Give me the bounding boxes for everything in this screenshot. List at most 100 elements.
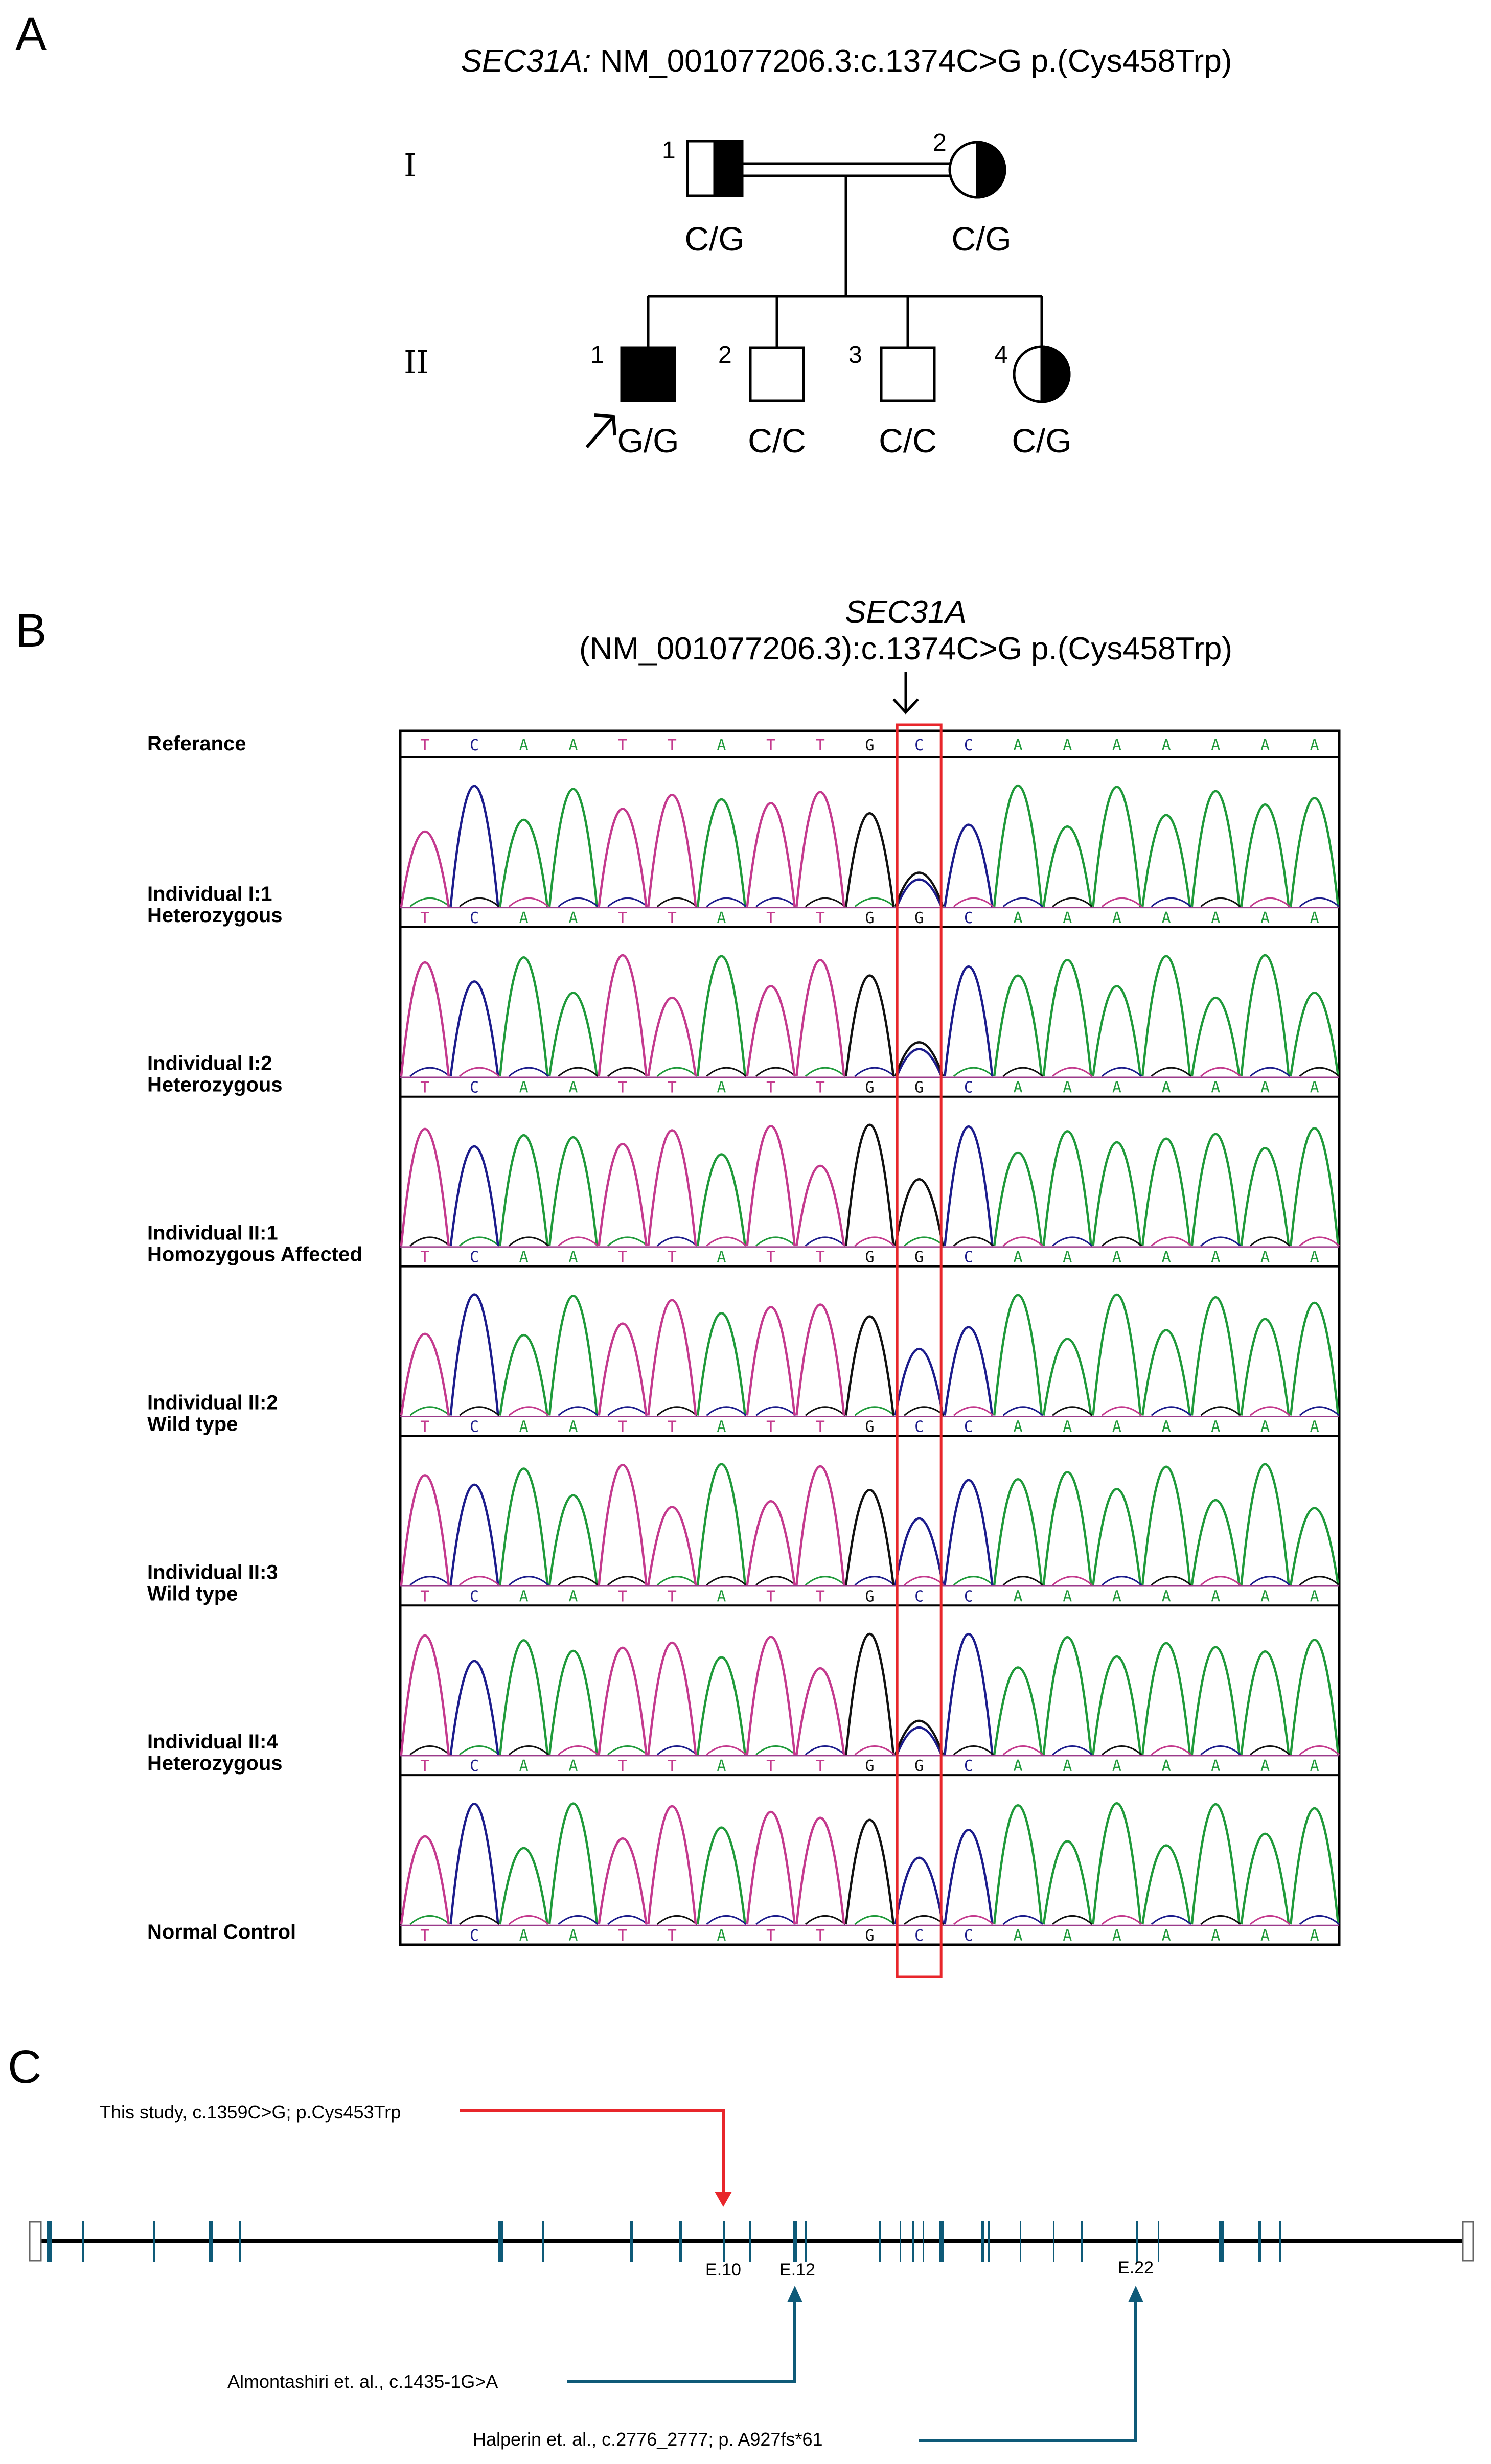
noise-row-2-G xyxy=(409,1236,1291,1247)
row-4-base-1: C xyxy=(470,1587,479,1605)
trace-row-6-G xyxy=(844,1818,895,1925)
utr-3prime xyxy=(1462,2221,1474,2262)
row-3-base-8: T xyxy=(816,1418,825,1436)
halperin-arrowhead xyxy=(1128,2286,1143,2302)
almontashiri-label: Almontashiri et. al., c.1435-1G>A xyxy=(227,2371,498,2392)
row-6-base-4: T xyxy=(618,1927,627,1945)
row-2-label-line2: Homozygous Affected xyxy=(147,1243,362,1266)
panel-b-variant: (NM_001077206.3):c.1374C>G p.(Cys458Trp) xyxy=(579,631,1232,666)
row-4-base-17: A xyxy=(1260,1587,1270,1605)
row-0-base-6: A xyxy=(717,909,726,927)
panel-a-gene: SEC31A: xyxy=(461,43,591,79)
row-5-base-3: A xyxy=(568,1757,578,1775)
row-4-base-16: A xyxy=(1211,1587,1220,1605)
row-1-base-5: T xyxy=(668,1079,677,1097)
trace-row-3-T xyxy=(400,1299,845,1416)
row-0-base-8: T xyxy=(816,909,825,927)
proband-arrow xyxy=(585,413,616,448)
trace-row-4-T xyxy=(400,1463,845,1585)
exon-16 xyxy=(912,2221,914,2262)
noise-row-0-T xyxy=(508,897,1291,907)
individual-i-2 xyxy=(948,141,1006,199)
genotype-ii-4: C/G xyxy=(1012,422,1071,459)
reference-base-2: A xyxy=(519,736,529,754)
noise-row-1-G xyxy=(558,1067,1340,1077)
row-6-base-12: A xyxy=(1014,1927,1023,1945)
chromatogram: T C A A T T A T T G C C A A A A A A A T C A A T T A T T G G C A A A A A A A T C… xyxy=(399,723,1341,1978)
row-2-base-8: T xyxy=(816,1249,825,1266)
row-2-base-0: T xyxy=(420,1249,429,1266)
row-3-label-line1: Individual II:2 xyxy=(147,1391,278,1414)
row-0-base-15: A xyxy=(1162,909,1171,927)
row-4-base-0: T xyxy=(420,1587,429,1605)
row-5-base-2: A xyxy=(519,1757,529,1775)
row-5-label-line2: Heterozygous xyxy=(147,1752,283,1775)
row-1-base-15: A xyxy=(1162,1079,1171,1097)
exon-6 xyxy=(498,2221,503,2262)
row-6-base-11: C xyxy=(964,1927,973,1945)
gene-model xyxy=(29,2221,1474,2262)
noise-row-1-C xyxy=(409,1067,1291,1077)
row-3-base-14: A xyxy=(1112,1418,1121,1436)
genotype-ii-2: C/C xyxy=(748,422,806,459)
individual-number-i-1: 1 xyxy=(662,137,676,164)
individual-number-ii-3: 3 xyxy=(848,341,862,369)
row-1-base-10: G xyxy=(914,1079,924,1097)
row-0-base-3: A xyxy=(568,909,578,927)
genotype-i-1: C/G xyxy=(684,220,744,258)
reference-base-10: C xyxy=(914,736,924,754)
exon-19 xyxy=(981,2221,984,2262)
noise-row-3-C xyxy=(558,1406,1340,1416)
row-5-base-0: T xyxy=(420,1757,429,1775)
exon-28 xyxy=(1279,2221,1281,2262)
noise-row-1-A xyxy=(656,1067,994,1077)
pedigree: I II xyxy=(404,140,1071,448)
row-1-base-18: A xyxy=(1310,1079,1319,1097)
row-3-base-12: A xyxy=(1014,1418,1023,1436)
row-3-base-15: A xyxy=(1162,1418,1171,1436)
individual-number-ii-1: 1 xyxy=(590,341,604,369)
row-0-base-9: G xyxy=(865,909,874,927)
row-3-base-18: A xyxy=(1310,1418,1319,1436)
noise-row-6-T xyxy=(508,1915,1291,1925)
individual-number-ii-2: 2 xyxy=(718,341,732,369)
trace-row-1-T xyxy=(400,954,845,1077)
trace-row-4-C xyxy=(449,1479,994,1585)
exon-20 xyxy=(988,2221,990,2262)
exon-23 xyxy=(1081,2221,1083,2262)
trace-row-5-A xyxy=(499,1636,1340,1755)
halperin-arrow xyxy=(919,2300,1137,2442)
noise-row-5-G xyxy=(409,1745,1291,1756)
exon-17 xyxy=(923,2221,924,2262)
row-2-base-15: A xyxy=(1162,1249,1171,1266)
noise-row-5-A xyxy=(459,1745,796,1756)
reference-base-1: C xyxy=(470,736,479,754)
row-1-base-1: C xyxy=(470,1079,479,1097)
row-2-base-2: A xyxy=(519,1249,529,1266)
row-1-base-7: T xyxy=(766,1079,775,1097)
exon-8 xyxy=(630,2221,633,2262)
row-4-base-4: T xyxy=(618,1587,627,1605)
panel-b-letter: B xyxy=(15,605,47,657)
row-1-base-0: T xyxy=(420,1079,429,1097)
row-3-base-6: A xyxy=(717,1418,726,1436)
row-2-base-18: A xyxy=(1310,1249,1319,1266)
row-6-base-10: C xyxy=(914,1927,924,1945)
noise-row-6-A xyxy=(409,1915,895,1925)
exon-22 xyxy=(1053,2221,1054,2262)
individual-number-ii-4: 4 xyxy=(994,341,1008,369)
row-3-base-9: G xyxy=(865,1418,874,1436)
almontashiri-arrow xyxy=(567,2300,796,2383)
row-1-base-6: A xyxy=(717,1079,726,1097)
row-6-base-15: A xyxy=(1162,1927,1171,1945)
noise-row-0-G xyxy=(459,897,1241,907)
row-4-base-7: T xyxy=(766,1587,775,1605)
reference-base-4: T xyxy=(618,736,627,754)
row-0-base-10: G xyxy=(914,909,924,927)
reference-base-17: A xyxy=(1260,736,1270,754)
row-0-base-12: A xyxy=(1014,909,1023,927)
trace-row-2-A xyxy=(499,1127,1340,1246)
exon-18 xyxy=(939,2221,944,2262)
trace-row-0-T xyxy=(400,791,845,907)
row-1-base-12: A xyxy=(1014,1079,1023,1097)
